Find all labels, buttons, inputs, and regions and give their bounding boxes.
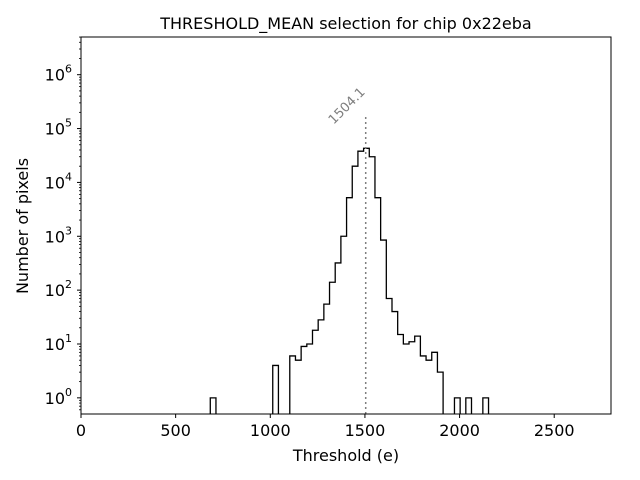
histogram-bar <box>312 330 318 414</box>
histogram-bar <box>375 198 381 414</box>
histogram-bar <box>318 320 324 414</box>
histogram-bar <box>301 346 307 414</box>
histogram-bar <box>392 312 398 414</box>
x-tick-label: 2500 <box>534 421 575 440</box>
y-tick-label: 106 <box>45 63 72 85</box>
histogram-bar <box>273 365 279 414</box>
histogram-bar <box>352 166 358 414</box>
y-tick-label: 104 <box>45 170 72 192</box>
histogram-bar <box>403 344 409 414</box>
x-axis-ticks: 0 500 1000 1500 2000 2500 <box>76 414 575 440</box>
y-tick-label: 103 <box>45 224 72 246</box>
histogram-bar <box>341 236 347 414</box>
mean-threshold-label: 1504.1 <box>326 85 369 128</box>
histogram-bar <box>358 151 364 414</box>
histogram-bar <box>290 356 296 414</box>
plot-frame <box>80 36 612 415</box>
histogram-bar <box>369 157 375 414</box>
chart-title: THRESHOLD_MEAN selection for chip 0x22eb… <box>159 14 531 34</box>
histogram-bar <box>432 352 438 414</box>
histogram-bar <box>437 372 443 414</box>
histogram-bar <box>381 240 387 414</box>
histogram-bar <box>307 344 313 414</box>
y-tick-label: 105 <box>45 117 72 139</box>
histogram-bar <box>426 360 432 414</box>
histogram-bar <box>415 336 421 414</box>
y-axis-ticks: 100 101 102 103 104 105 106 <box>45 36 81 411</box>
histogram-bar <box>330 282 336 414</box>
y-axis-label: Number of pixels <box>13 158 32 294</box>
y-tick-label: 100 <box>45 386 72 408</box>
y-tick-label: 101 <box>45 332 72 354</box>
histogram-bar <box>386 298 392 414</box>
histogram-bar <box>466 398 472 414</box>
histogram-bar <box>483 398 489 414</box>
x-axis-label: Threshold (e) <box>292 446 399 465</box>
x-tick-label: 0 <box>76 421 86 440</box>
y-tick-label: 102 <box>45 278 72 300</box>
histogram-bar <box>409 342 415 414</box>
x-tick-label: 2000 <box>439 421 480 440</box>
histogram-bar <box>420 356 426 414</box>
histogram-outline <box>209 147 490 414</box>
x-tick-label: 1500 <box>345 421 386 440</box>
histogram-bar <box>324 304 330 414</box>
histogram-bar <box>347 198 353 414</box>
histogram-bar <box>335 263 341 414</box>
histogram-bars <box>210 148 488 414</box>
x-tick-label: 500 <box>160 421 191 440</box>
histogram-bar <box>295 360 301 414</box>
histogram-bar <box>398 335 404 414</box>
histogram-bar <box>210 398 216 414</box>
x-tick-label: 1000 <box>250 421 291 440</box>
histogram-bar <box>454 398 460 414</box>
